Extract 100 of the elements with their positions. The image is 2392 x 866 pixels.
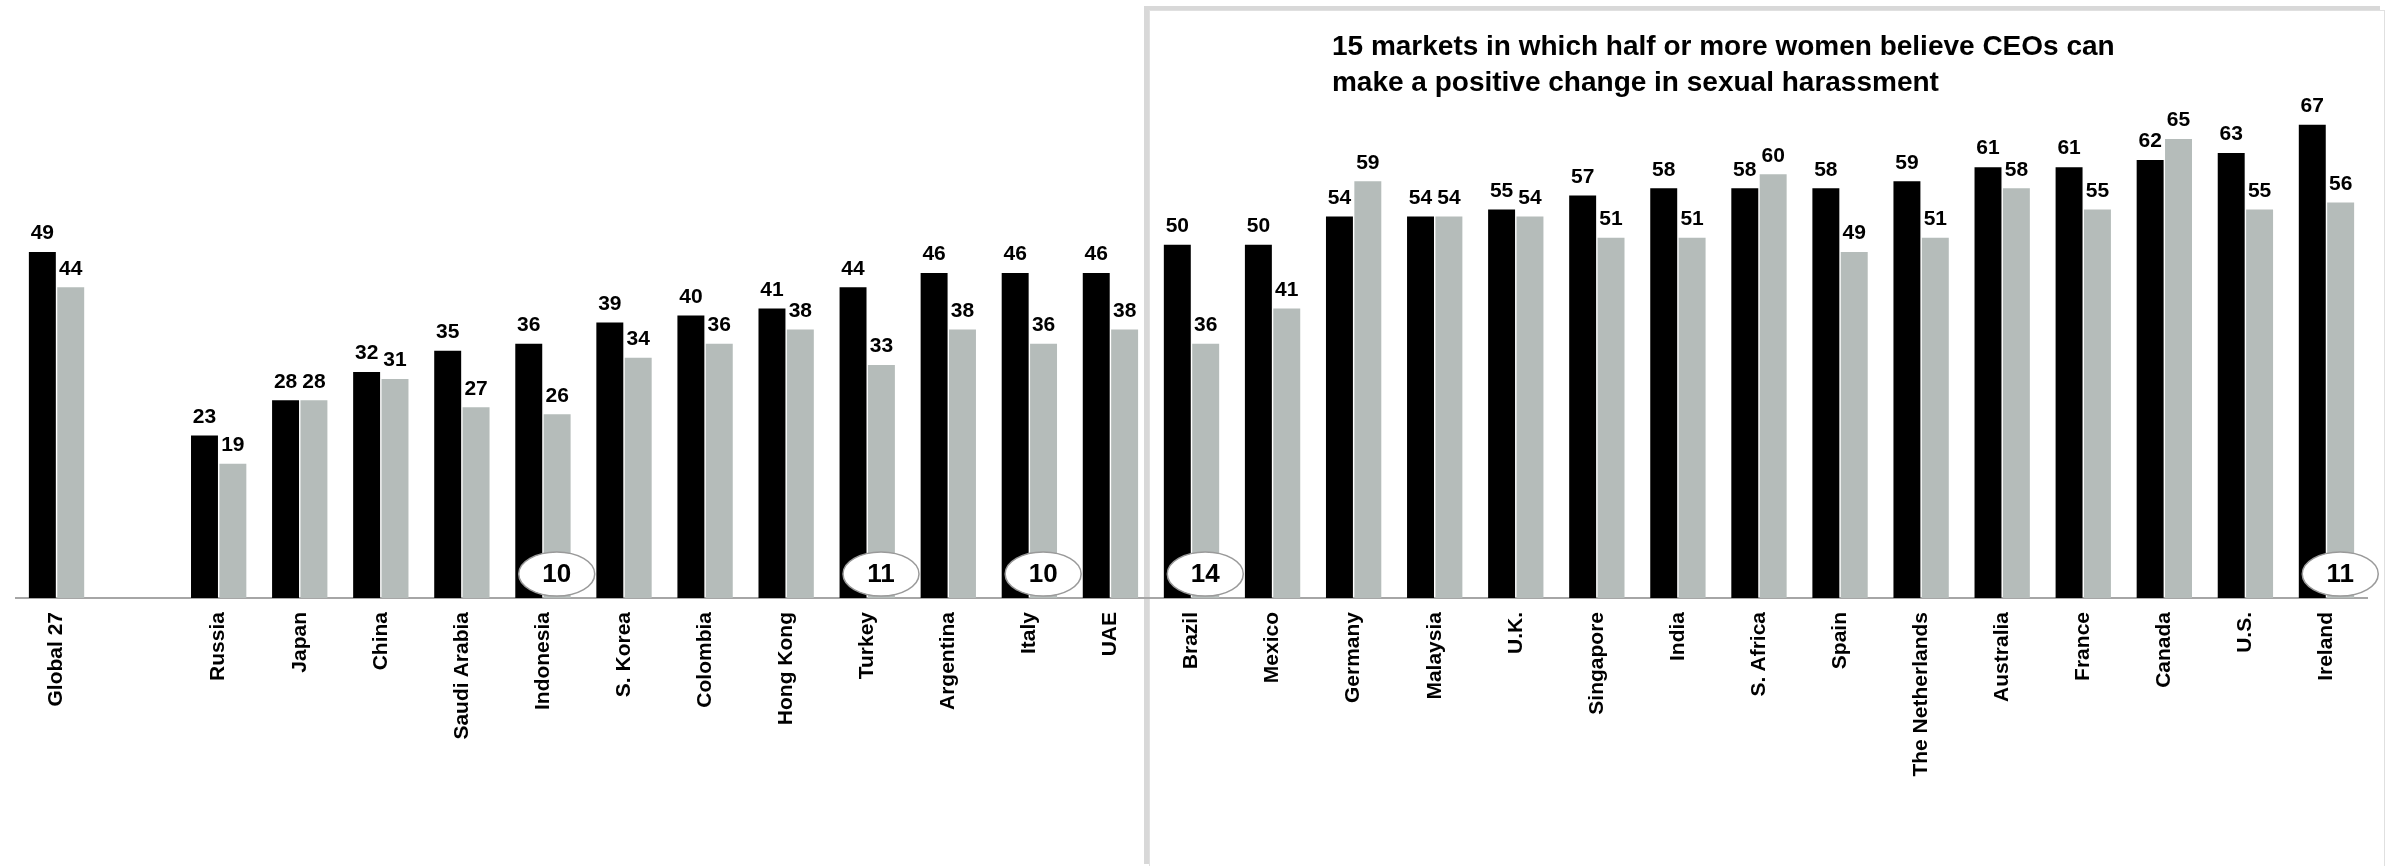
- data-label: 49: [30, 220, 55, 244]
- x-tick-label: Australia: [1988, 611, 2012, 702]
- data-label: 55: [2085, 177, 2110, 201]
- data-label: 44: [841, 255, 866, 279]
- bar: [1597, 237, 1625, 598]
- data-label: 58: [2004, 156, 2029, 180]
- bar: [705, 343, 733, 598]
- data-label: 61: [2057, 135, 2082, 159]
- data-label: 54: [1408, 184, 1433, 208]
- bar: [462, 407, 490, 598]
- data-label: 60: [1761, 142, 1785, 166]
- data-label: 36: [517, 312, 541, 336]
- bar: [2165, 138, 2192, 598]
- data-label: 26: [545, 382, 569, 406]
- data-label: 41: [760, 276, 784, 300]
- data-label: 46: [1084, 241, 1108, 265]
- x-tick-label: Turkey: [854, 611, 878, 680]
- band-label: 15 markets in which half or more women believe CEOs can make a positive change in sexual harassment: [1331, 29, 2116, 99]
- bar: [191, 435, 218, 598]
- data-label: 54: [1518, 184, 1542, 208]
- bar: [786, 329, 814, 598]
- data-label: 50: [1165, 213, 1189, 237]
- x-tick-label: U.K.: [1502, 612, 1526, 654]
- data-label: 62: [2138, 128, 2162, 152]
- bar: [1650, 188, 1678, 598]
- x-tick-label: UAE: [1097, 612, 1121, 657]
- x-tick-label: Malaysia: [1421, 611, 1445, 700]
- data-label: 65: [2166, 107, 2191, 131]
- data-label: 38: [950, 297, 975, 321]
- data-label: 54: [1327, 184, 1352, 208]
- data-label: 27: [464, 375, 488, 399]
- data-label: 57: [1570, 163, 1595, 187]
- x-tick-label: Saudi Arabia: [448, 611, 472, 740]
- bar: [1812, 188, 1840, 598]
- bar: [2246, 209, 2274, 598]
- data-label: 59: [1895, 149, 1919, 173]
- x-tick-label: Italy: [1016, 611, 1040, 655]
- data-label: 32: [354, 340, 379, 364]
- bar: [272, 400, 300, 598]
- data-label: 58: [1652, 156, 1676, 180]
- x-tick-label: Colombia: [691, 611, 715, 708]
- x-tick-label: Brazil: [1178, 612, 1202, 670]
- annotation: 11: [867, 558, 895, 589]
- x-tick-label: Indonesia: [529, 611, 553, 711]
- data-label: 38: [788, 297, 813, 321]
- bar: [1893, 181, 1921, 598]
- bar: [949, 329, 976, 598]
- data-label: 40: [679, 283, 703, 307]
- bar: [219, 463, 247, 598]
- bar: [1974, 167, 2002, 598]
- annotation: 14: [1190, 558, 1221, 589]
- bar: [677, 315, 705, 598]
- x-tick-label: Germany: [1340, 611, 1364, 704]
- bar: [1759, 174, 1787, 598]
- data-label: 23: [192, 403, 217, 427]
- data-label: 54: [1437, 184, 1461, 208]
- data-label: 33: [869, 333, 894, 357]
- data-label: 63: [2219, 121, 2243, 145]
- data-label: 36: [1031, 312, 1056, 336]
- bar: [1435, 216, 1463, 598]
- data-label: 58: [1814, 156, 1838, 180]
- data-label: 51: [1680, 206, 1705, 230]
- data-label: 55: [1489, 177, 1514, 201]
- data-label: 28: [302, 368, 326, 392]
- x-tick-label: Mexico: [1259, 612, 1283, 684]
- data-label: 44: [59, 255, 83, 279]
- data-label: 59: [1356, 149, 1380, 173]
- bar: [2217, 153, 2245, 598]
- data-label: 58: [1733, 156, 1757, 180]
- data-label: 28: [273, 368, 298, 392]
- data-label: 55: [2247, 177, 2272, 201]
- data-label: 51: [1599, 206, 1624, 230]
- data-label: 46: [1003, 241, 1027, 265]
- bar: [300, 400, 328, 598]
- data-label: 39: [598, 290, 622, 314]
- data-label: 49: [1842, 220, 1866, 244]
- bar: [1921, 237, 1949, 598]
- x-tick-label: Ireland: [2313, 612, 2337, 681]
- bar: [1488, 209, 1516, 598]
- bar: [1273, 308, 1301, 598]
- data-label: 46: [922, 241, 946, 265]
- bar: [2136, 160, 2164, 598]
- bar: [434, 350, 462, 598]
- x-tick-label: China: [367, 611, 391, 671]
- bar: [1569, 195, 1597, 598]
- bar: [1111, 329, 1139, 598]
- x-tick-label: Russia: [205, 611, 229, 681]
- bar: [1516, 216, 1544, 598]
- data-label: 36: [1194, 312, 1218, 336]
- x-tick-label: Japan: [286, 612, 310, 673]
- x-tick-label: Spain: [1826, 612, 1850, 670]
- x-tick-label: France: [2070, 612, 2094, 681]
- bar: [1244, 244, 1272, 598]
- x-tick-label: The Netherlands: [1907, 612, 1931, 777]
- x-tick-label: Hong Kong: [772, 612, 796, 726]
- data-label: 35: [436, 319, 460, 343]
- x-tick-label: Canada: [2151, 611, 2175, 688]
- annotation: 11: [2326, 558, 2354, 589]
- x-tick-label: S. Africa: [1745, 611, 1769, 697]
- data-label: 50: [1246, 213, 1271, 237]
